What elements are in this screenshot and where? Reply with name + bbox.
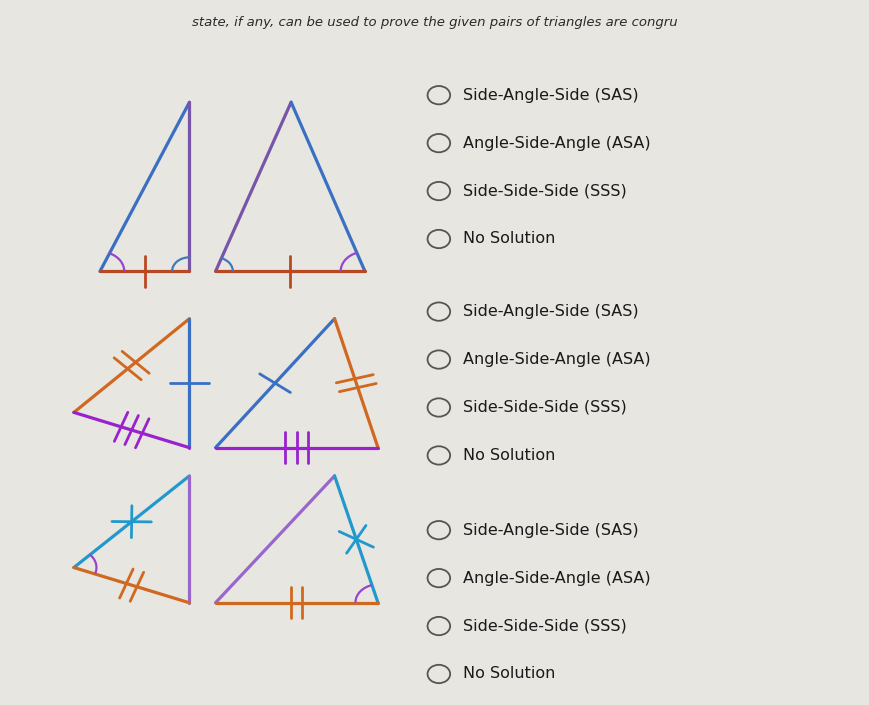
Text: Side-Angle-Side (SAS): Side-Angle-Side (SAS) (463, 304, 639, 319)
Text: No Solution: No Solution (463, 231, 555, 247)
Text: Angle-Side-Angle (ASA): Angle-Side-Angle (ASA) (463, 135, 651, 151)
Text: Side-Angle-Side (SAS): Side-Angle-Side (SAS) (463, 522, 639, 538)
Text: No Solution: No Solution (463, 448, 555, 463)
Text: Angle-Side-Angle (ASA): Angle-Side-Angle (ASA) (463, 570, 651, 586)
Text: Side-Side-Side (SSS): Side-Side-Side (SSS) (463, 183, 627, 199)
Text: state, if any, can be used to prove the given pairs of triangles are congru: state, if any, can be used to prove the … (192, 16, 677, 28)
Text: Side-Side-Side (SSS): Side-Side-Side (SSS) (463, 618, 627, 634)
Text: Side-Side-Side (SSS): Side-Side-Side (SSS) (463, 400, 627, 415)
Text: Side-Angle-Side (SAS): Side-Angle-Side (SAS) (463, 87, 639, 103)
Text: No Solution: No Solution (463, 666, 555, 682)
Text: Angle-Side-Angle (ASA): Angle-Side-Angle (ASA) (463, 352, 651, 367)
